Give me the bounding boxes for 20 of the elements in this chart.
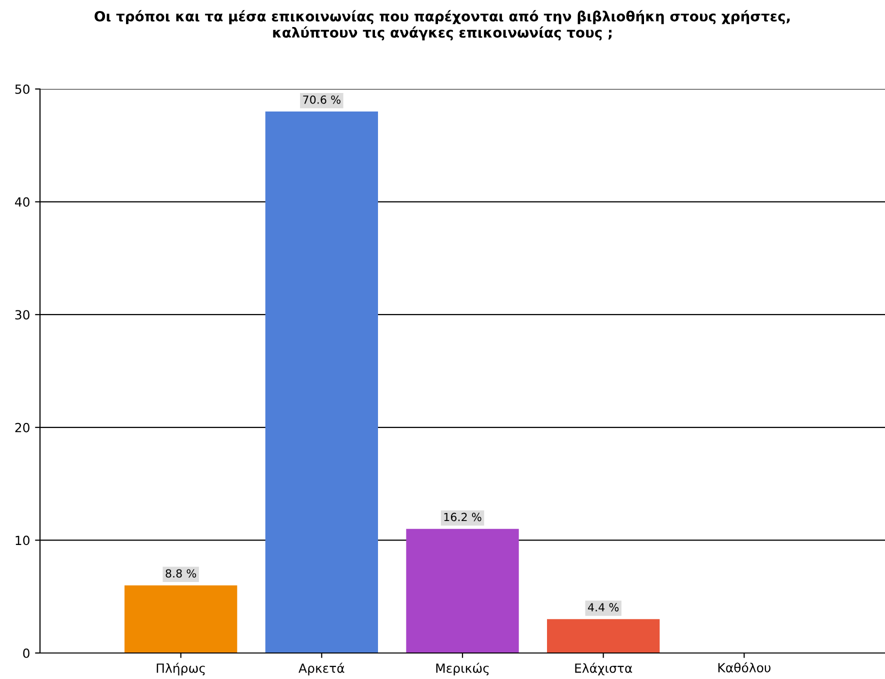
y-tick-label: 30 bbox=[15, 310, 30, 320]
annotation: 70.6 % bbox=[303, 95, 340, 104]
bar bbox=[547, 619, 660, 653]
annotation: 8.8 % bbox=[166, 569, 196, 578]
bar bbox=[124, 585, 238, 653]
bar bbox=[406, 528, 519, 653]
y-tick-label: 40 bbox=[14, 197, 30, 207]
x-tick-label: Ελάχιστα bbox=[575, 662, 632, 676]
x-tick-label: Πλήρως bbox=[156, 662, 205, 676]
annotation: 4.4 % bbox=[588, 603, 619, 612]
annotation: 16.2 % bbox=[444, 512, 482, 522]
y-tick-label: 50 bbox=[15, 84, 30, 94]
y-tick-label: 10 bbox=[16, 536, 30, 546]
x-tick-label: Μερικώς bbox=[436, 662, 489, 676]
x-tick-label: Αρκετά bbox=[298, 662, 344, 676]
bar bbox=[265, 112, 378, 653]
chart-title: Οι τρόποι και τα μέσα επικοινωνίας που παρέχονται από την βιβλιοθήκη στους χρήστες, καλύπτουν τις ανάγκες επικοινωνίας τους ; bbox=[94, 10, 790, 40]
y-tick-label: 20 bbox=[15, 422, 30, 432]
x-tick-label: Καθόλου bbox=[718, 662, 770, 672]
y-tick-label: 0 bbox=[23, 648, 30, 658]
